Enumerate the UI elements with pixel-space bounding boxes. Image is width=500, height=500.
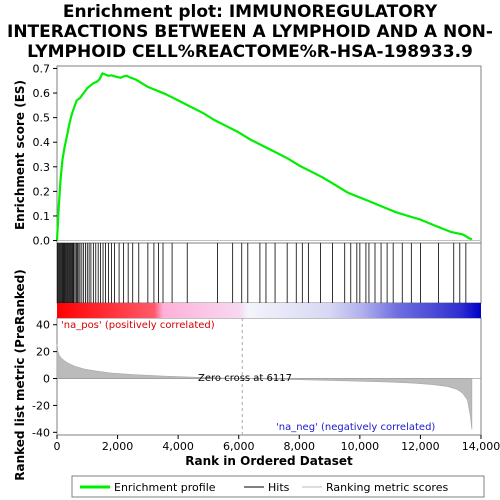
- x-tick-label: 2,000: [102, 440, 134, 453]
- es-y-tick-label: 0.3: [33, 161, 51, 174]
- es-y-tick-label: 0.5: [33, 112, 51, 125]
- positive-correlation-label: 'na_pos' (positively correlated): [61, 320, 215, 331]
- chart-title-line-1: Enrichment plot: IMMUNOREGULATORY: [63, 2, 438, 22]
- metric-y-tick-label: 0: [43, 373, 50, 386]
- es-y-tick-label: 0.7: [33, 62, 51, 75]
- metric-y-axis-title: Ranked list metric (PreRanked): [13, 269, 27, 481]
- metric-y-tick-label: -20: [32, 399, 50, 412]
- x-tick-label: 12,000: [401, 440, 440, 453]
- legend-box: [71, 475, 485, 498]
- chart-title-line-3: LYMPHOID CELL%REACTOME%R-HSA-198933.9: [27, 42, 473, 62]
- es-y-tick-label: 0.1: [33, 210, 51, 223]
- x-axis-title: Rank in Ordered Dataset: [185, 454, 353, 468]
- metric-y-tick-label: 20: [36, 346, 50, 359]
- x-tick-label: 8,000: [284, 440, 316, 453]
- negative-correlation-label: 'na_neg' (negatively correlated): [276, 422, 435, 433]
- x-tick-label: 14,000: [462, 440, 500, 453]
- es-y-tick-label: 0.0: [33, 235, 51, 248]
- es-y-tick-label: 0.6: [33, 87, 51, 100]
- legend-profile-label: Enrichment profile: [114, 481, 216, 494]
- es-y-axis-title: Enrichment score (ES): [13, 80, 27, 230]
- legend-hits-label: Hits: [268, 481, 290, 494]
- es-panel: [56, 65, 482, 244]
- x-tick-label: 0: [54, 440, 61, 453]
- rank-color-bar: [57, 303, 481, 318]
- hits-panel: [56, 242, 482, 304]
- x-tick-label: 10,000: [341, 440, 380, 453]
- metric-y-tick-label: -40: [32, 426, 50, 439]
- chart-title-line-2: INTERACTIONS BETWEEN A LYMPHOID AND A NO…: [7, 22, 493, 42]
- legend-metric-label: Ranking metric scores: [326, 481, 448, 494]
- x-tick-label: 4,000: [162, 440, 194, 453]
- es-y-tick-label: 0.4: [33, 136, 51, 149]
- es-y-tick-label: 0.2: [33, 185, 51, 198]
- zero-cross-label: Zero cross at 6117: [198, 373, 292, 384]
- metric-y-tick-label: 40: [36, 319, 50, 332]
- x-tick-label: 6,000: [223, 440, 255, 453]
- enrichment-profile-line: [55, 72, 473, 241]
